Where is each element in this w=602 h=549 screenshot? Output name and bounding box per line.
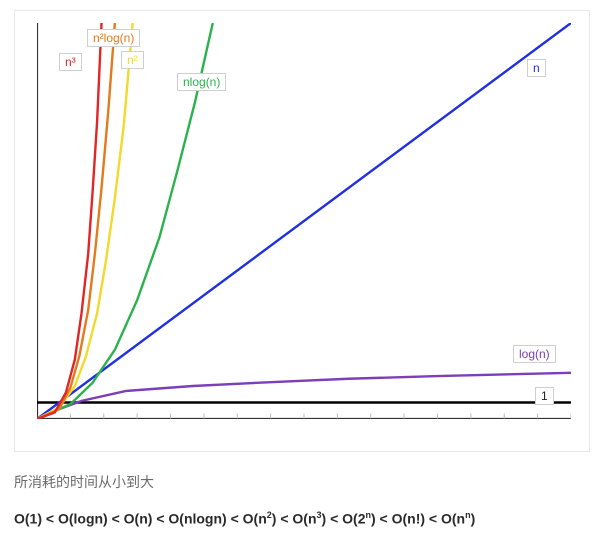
label-nlogn: nlog(n): [177, 73, 226, 91]
plot-svg: [37, 23, 571, 419]
series-logn: [37, 373, 571, 419]
label-logn: log(n): [513, 345, 556, 363]
series-n: [37, 23, 571, 419]
label-n: n: [527, 59, 546, 77]
caption-chinese: 所消耗的时间从小到大: [14, 472, 588, 492]
caption-inequality: O(1) < O(logn) < O(n) < O(nlogn) < O(n2)…: [14, 510, 588, 527]
label-n2logn: n²log(n): [87, 29, 140, 47]
label-n3: n³: [59, 53, 82, 71]
series-n3: [37, 23, 102, 419]
plot-area: 1 log(n) n nlog(n) n² n²log(n) n³: [37, 23, 571, 419]
label-one: 1: [535, 387, 554, 405]
complexity-chart: 1 log(n) n nlog(n) n² n²log(n) n³: [14, 10, 590, 452]
label-n2: n²: [121, 51, 144, 69]
